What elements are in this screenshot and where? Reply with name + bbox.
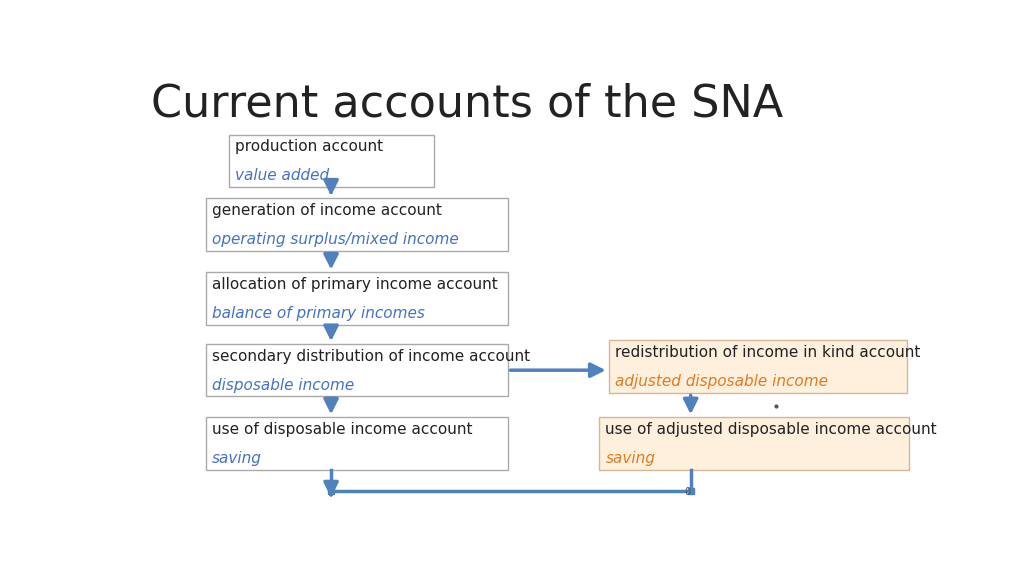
Text: value added: value added xyxy=(234,168,329,183)
FancyBboxPatch shape xyxy=(599,417,909,469)
Text: allocation of primary income account: allocation of primary income account xyxy=(212,277,498,292)
Text: production account: production account xyxy=(234,139,383,154)
Text: operating surplus/mixed income: operating surplus/mixed income xyxy=(212,232,459,247)
FancyBboxPatch shape xyxy=(228,135,434,187)
FancyBboxPatch shape xyxy=(206,344,508,396)
Text: adjusted disposable income: adjusted disposable income xyxy=(614,374,827,389)
Text: redistribution of income in kind account: redistribution of income in kind account xyxy=(614,345,921,360)
FancyBboxPatch shape xyxy=(206,199,508,251)
Text: balance of primary incomes: balance of primary incomes xyxy=(212,306,425,321)
Text: saving: saving xyxy=(605,450,655,465)
Text: use of disposable income account: use of disposable income account xyxy=(212,422,472,437)
Text: 0: 0 xyxy=(684,487,690,497)
FancyBboxPatch shape xyxy=(206,272,508,325)
FancyBboxPatch shape xyxy=(206,417,508,469)
Text: generation of income account: generation of income account xyxy=(212,203,441,218)
Text: disposable income: disposable income xyxy=(212,377,354,392)
Text: Current accounts of the SNA: Current accounts of the SNA xyxy=(152,83,783,126)
FancyBboxPatch shape xyxy=(608,340,907,392)
Text: secondary distribution of income account: secondary distribution of income account xyxy=(212,348,529,363)
Text: saving: saving xyxy=(212,450,261,465)
Text: use of adjusted disposable income account: use of adjusted disposable income accoun… xyxy=(605,422,937,437)
